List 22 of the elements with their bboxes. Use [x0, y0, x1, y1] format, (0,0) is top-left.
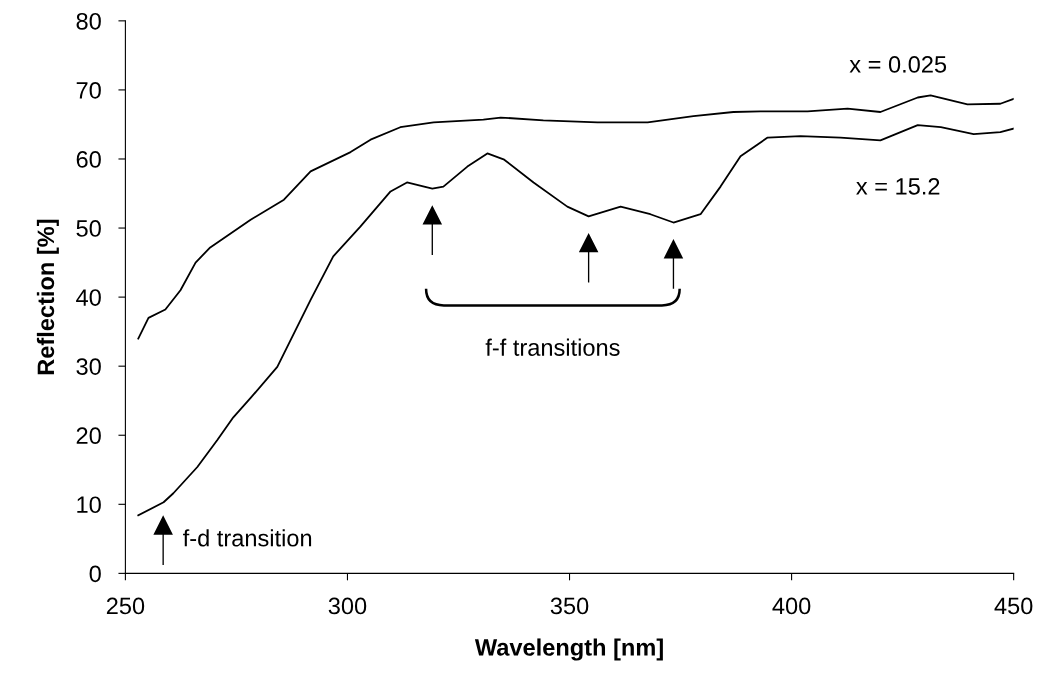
- y-tick-label: 40: [76, 289, 101, 306]
- y-tick-label: 70: [76, 81, 101, 99]
- y-tick-label: 20: [76, 427, 101, 445]
- annotation: f-d transition: [183, 529, 312, 547]
- x-tick-label: 300: [328, 597, 367, 615]
- y-tick-label: 60: [76, 151, 101, 168]
- y-tick-label: 30: [76, 358, 101, 375]
- y-tick-label: 10: [77, 496, 101, 514]
- line-series: [137, 124, 1014, 517]
- x-tick-label: 350: [550, 597, 589, 615]
- y-tick-label: 0: [89, 565, 101, 583]
- x-axis-title: Wavelength [nm]: [474, 638, 663, 661]
- series-label: x = 0.025: [849, 56, 947, 73]
- x-tick-label: 400: [772, 597, 811, 615]
- annotation: f-f transitions: [485, 338, 620, 356]
- x-tick-label: 250: [106, 597, 145, 615]
- series-label: x = 15.2: [856, 177, 940, 195]
- y-tick-label: 80: [76, 12, 101, 30]
- y-tick-label: 50: [76, 220, 101, 237]
- y-axis-title: Reflection [%]: [36, 219, 59, 375]
- line-series: [137, 94, 1014, 340]
- x-tick-label: 450: [994, 597, 1033, 615]
